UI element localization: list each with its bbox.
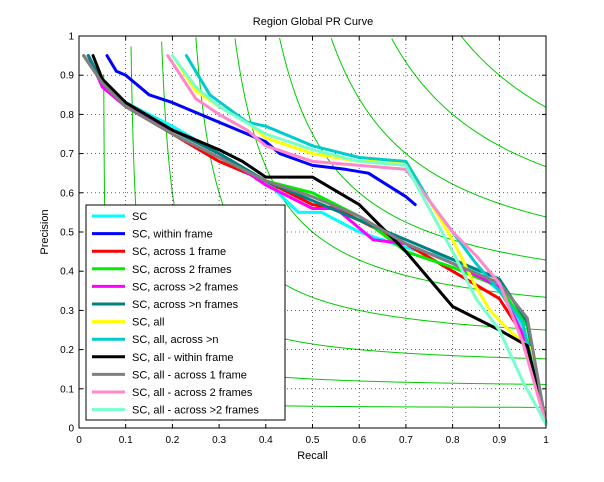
legend: SC SC, within frame SC, across 1 frame SC, … <box>85 204 286 421</box>
x-tick-label: 0.5 <box>306 435 320 446</box>
legend-label-9: SC, all - within frame <box>132 352 233 364</box>
axis-ticks: 0 0.1 0.2 0.3 0.4 0.5 0.6 0.7 0.8 0.9 1 0 0.1 0.2 0.3 0… <box>60 32 549 447</box>
y-tick-label: 1 <box>68 32 74 43</box>
y-axis-label: Precision <box>39 209 51 254</box>
series-line-9 <box>91 54 548 426</box>
legend-label-6: SC, across >n frames <box>132 299 239 311</box>
x-tick-label: 0.8 <box>446 435 460 446</box>
series-line-2 <box>105 54 417 207</box>
x-tick-label: 0.2 <box>165 435 179 446</box>
series-line-11 <box>166 54 548 426</box>
legend-label-2: SC, within frame <box>132 229 213 241</box>
x-tick-label: 0 <box>76 435 82 446</box>
legend-label-3: SC, across 1 frame <box>132 246 226 258</box>
x-tick-label: 0.9 <box>492 435 506 446</box>
legend-label-5: SC, across >2 frames <box>132 281 239 293</box>
legend-label-8: SC, all, across >n <box>132 334 219 346</box>
x-tick-label: 0.7 <box>399 435 413 446</box>
legend-box <box>85 204 286 421</box>
y-tick-label: 0.8 <box>60 110 74 121</box>
iso-f-curve-7 <box>330 38 547 218</box>
y-tick-label: 0.1 <box>60 384 74 395</box>
iso-f-curve-8 <box>391 38 547 168</box>
legend-label-10: SC, all - across 1 frame <box>132 369 247 381</box>
y-tick-label: 0.4 <box>60 267 74 278</box>
legend-label-12: SC, all - across >2 frames <box>132 405 259 417</box>
y-tick-label: 0.6 <box>60 188 74 199</box>
x-tick-label: 0.4 <box>259 435 273 446</box>
legend-label-4: SC, across 2 frames <box>132 264 232 276</box>
series-lines <box>82 54 548 426</box>
y-tick-label: 0 <box>68 424 74 435</box>
x-tick-label: 0.1 <box>119 435 133 446</box>
y-tick-label: 0.2 <box>60 345 74 356</box>
series-line-12 <box>170 54 548 426</box>
legend-label-7: SC, all <box>132 317 164 329</box>
x-tick-label: 0.3 <box>212 435 226 446</box>
x-tick-label: 0.6 <box>352 435 366 446</box>
y-tick-label: 0.9 <box>60 71 74 82</box>
y-tick-label: 0.7 <box>60 149 74 160</box>
x-axis-label: Recall <box>297 450 328 462</box>
iso-f-curve-9 <box>460 35 547 108</box>
iso-f-curve-6 <box>279 37 547 261</box>
chart-title: Region Global PR Curve <box>253 16 373 28</box>
y-tick-label: 0.5 <box>60 228 74 239</box>
legend-label-11: SC, all - across 2 frames <box>132 387 253 399</box>
y-tick-label: 0.3 <box>60 306 74 317</box>
legend-label-1: SC <box>132 211 147 223</box>
x-tick-label: 1 <box>543 435 549 446</box>
